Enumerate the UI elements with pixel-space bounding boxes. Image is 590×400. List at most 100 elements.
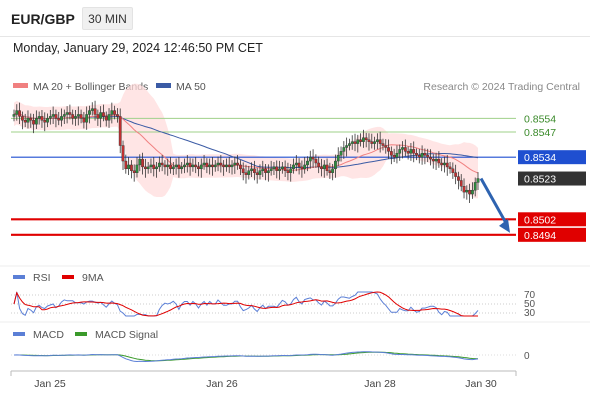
candle-body (71, 114, 75, 119)
candle-body (157, 162, 161, 168)
candle-body (236, 162, 240, 166)
candle-body (328, 170, 332, 173)
candle-body (420, 153, 424, 158)
bollinger-band (14, 83, 478, 199)
candle-body (462, 186, 466, 193)
candle-body (361, 137, 365, 142)
candle-body (426, 155, 430, 158)
candle-body (440, 162, 444, 166)
candle-body (239, 164, 242, 170)
candle-body (258, 170, 262, 175)
candle-body (79, 114, 83, 119)
candle-body (283, 166, 287, 171)
candle-body (197, 166, 200, 170)
candle-body (102, 112, 105, 117)
candle-body (247, 170, 251, 175)
x-axis-label-jan25: Jan 25 (34, 378, 66, 390)
candle-body (113, 110, 117, 115)
rsi-plot (11, 291, 516, 317)
rsi-tick-70: 70 (524, 290, 536, 301)
candle-body (387, 147, 390, 152)
rsi-legend-label: RSI (33, 272, 51, 284)
main-legend: MA 20 + Bollinger Bands MA 50 Research ©… (13, 81, 580, 93)
level-label-0.8534: 0.8534 (524, 152, 556, 164)
candle-body (389, 151, 393, 156)
symbol-title: EUR/GBP (11, 11, 75, 27)
candle-body (233, 162, 237, 166)
candles (12, 100, 480, 203)
candle-body (367, 139, 371, 142)
candle-body (107, 114, 111, 121)
candle-body (163, 164, 167, 168)
candle-body (300, 166, 304, 170)
candle-body (381, 143, 385, 146)
candle-body (152, 164, 156, 170)
forecast-arrow-shaft (479, 177, 509, 226)
candle-body (359, 139, 363, 142)
candle-body (18, 110, 21, 117)
candle-body (308, 156, 312, 162)
candle-body (141, 158, 144, 168)
rsi-ma-legend-label: 9MA (82, 272, 104, 284)
macd-legend: MACD MACD Signal (13, 329, 158, 341)
rsi-tick-50: 50 (524, 299, 536, 310)
candle-body (180, 166, 184, 170)
candle-body (342, 147, 346, 152)
macd-line (13, 351, 479, 363)
candle-body (384, 145, 388, 148)
timeframe-button[interactable]: 30 MIN (82, 7, 133, 30)
candle-body (289, 168, 293, 173)
candle-body (96, 114, 100, 119)
candle-body (60, 116, 63, 121)
rsi-legend-swatch (13, 275, 25, 279)
candle-body (216, 162, 220, 166)
candle-body (476, 178, 480, 183)
ma50-line (13, 111, 479, 169)
candle-body (345, 145, 349, 148)
candle-body (417, 155, 421, 158)
candle-body (403, 147, 407, 152)
candle-body (303, 164, 307, 170)
macd-signal-legend-label: MACD Signal (95, 329, 158, 341)
rsi-line (13, 291, 479, 317)
macd-signal-legend-swatch (75, 332, 87, 336)
candle-body (202, 162, 206, 166)
candle-body (406, 151, 410, 154)
candle-body (401, 147, 404, 150)
x-axis-label-jan26: Jan 26 (206, 378, 238, 390)
candle-body (325, 164, 329, 171)
candle-body (423, 153, 427, 156)
research-credit: Research © 2024 Trading Central (423, 81, 580, 93)
candle-body (138, 158, 142, 166)
candle-body (211, 164, 214, 168)
candle-body (244, 172, 248, 175)
forecast-arrow (479, 177, 510, 233)
candle-body (116, 114, 119, 117)
candle-body (348, 143, 351, 146)
candle-body (222, 164, 226, 168)
candle-body (188, 162, 192, 168)
candle-body (76, 114, 80, 117)
candle-body (15, 110, 19, 115)
candle-body (32, 120, 35, 125)
candle-body (29, 118, 33, 121)
candle-body (74, 116, 77, 119)
level-label-0.8494: 0.8494 (524, 230, 556, 242)
macd-tick-zero: 0 (524, 351, 530, 362)
candle-body (135, 164, 139, 173)
chart-datetime: Monday, January 29, 2024 12:46:50 PM CET (13, 41, 263, 55)
candle-body (227, 164, 231, 168)
candle-body (177, 164, 181, 170)
candle-body (364, 137, 368, 140)
candle-body (208, 164, 212, 168)
candle-body (465, 189, 469, 193)
candle-body (43, 120, 47, 123)
candle-body (437, 158, 441, 164)
candle-body (46, 118, 49, 123)
level-labels: 0.8554 0.8547 0.8534 0.8523 0.8502 0.8494 (518, 113, 586, 242)
candle-body (185, 162, 189, 166)
candle-body (149, 164, 153, 168)
candle-body (398, 149, 402, 154)
candle-body (468, 189, 472, 195)
candle-body (457, 176, 460, 181)
